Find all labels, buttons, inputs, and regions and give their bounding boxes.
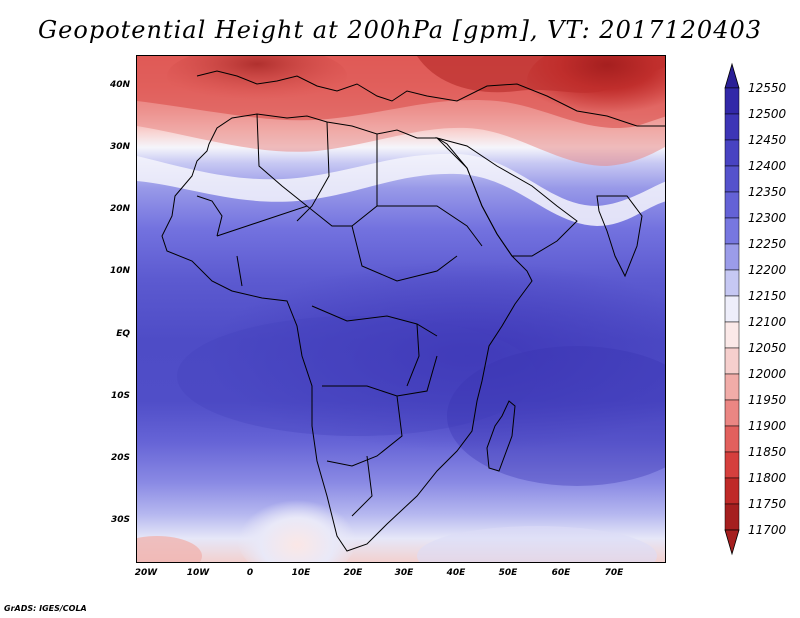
colorbar-cell — [724, 503, 740, 531]
colorbar-top-arrow — [724, 62, 740, 89]
colorbar-cell — [724, 347, 740, 375]
colorbar-cell — [724, 191, 740, 219]
colorbar-level-label: 11850 — [748, 445, 787, 459]
colorbar-level-label: 12250 — [748, 237, 787, 251]
colorbar-cell — [724, 477, 740, 505]
colorbar-level-label: 12300 — [748, 211, 787, 225]
colorbar-level-label: 11900 — [748, 419, 787, 433]
colorbar-cell — [724, 295, 740, 323]
colorbar-cell — [724, 269, 740, 297]
y-tick-label: 10N — [109, 266, 130, 276]
y-tick-label: EQ — [116, 329, 130, 339]
y-tick-label: 30S — [110, 515, 130, 525]
y-tick-label: 20S — [110, 453, 130, 463]
colorbar-cell — [724, 425, 740, 453]
colorbar-level-label: 11700 — [748, 523, 787, 537]
colorbar-level-label: 12000 — [748, 367, 787, 381]
x-tick-label: 30E — [394, 568, 414, 578]
footer-credit: GrADS: IGES/COLA — [4, 604, 87, 613]
x-tick-label: 50E — [498, 568, 518, 578]
geopotential-map — [137, 56, 665, 562]
colorbar-level-label: 12350 — [748, 185, 787, 199]
colorbar-cell — [724, 373, 740, 401]
colorbar-cell — [724, 139, 740, 167]
colorbar-level-label: 12450 — [748, 133, 787, 147]
x-tick-label: 70E — [604, 568, 624, 578]
x-tick-label: 10W — [186, 568, 210, 578]
y-tick-label: 20N — [109, 204, 130, 214]
colorbar-cell — [724, 399, 740, 427]
colorbar-level-label: 12100 — [748, 315, 787, 329]
colorbar — [724, 62, 740, 556]
x-tick-label: 40E — [446, 568, 466, 578]
x-tick-label: 0 — [246, 568, 254, 578]
colorbar-level-label: 12550 — [748, 81, 787, 95]
x-tick-label: 60E — [551, 568, 571, 578]
colorbar-cell — [724, 217, 740, 245]
x-tick-label: 20W — [134, 568, 158, 578]
colorbar-level-label: 11800 — [748, 471, 787, 485]
colorbar-cell — [724, 243, 740, 271]
colorbar-level-label: 12150 — [748, 289, 787, 303]
colorbar-cell — [724, 321, 740, 349]
colorbar-cell — [724, 451, 740, 479]
x-tick-label: 10E — [291, 568, 311, 578]
colorbar-level-label: 12200 — [748, 263, 787, 277]
colorbar-level-label: 12500 — [748, 107, 787, 121]
chart-title: Geopotential Height at 200hPa [gpm], VT:… — [38, 16, 762, 44]
colorbar-cell — [724, 87, 740, 115]
y-tick-label: 40N — [109, 80, 130, 90]
colorbar-bottom-arrow — [724, 529, 740, 556]
colorbar-cell — [724, 113, 740, 141]
y-tick-label: 10S — [110, 391, 130, 401]
x-tick-label: 20E — [343, 568, 363, 578]
colorbar-level-label: 12050 — [748, 341, 787, 355]
map-panel — [136, 55, 666, 563]
colorbar-level-label: 12400 — [748, 159, 787, 173]
y-tick-label: 30N — [109, 142, 130, 152]
colorbar-level-label: 11950 — [748, 393, 787, 407]
colorbar-cell — [724, 165, 740, 193]
colorbar-level-label: 11750 — [748, 497, 787, 511]
